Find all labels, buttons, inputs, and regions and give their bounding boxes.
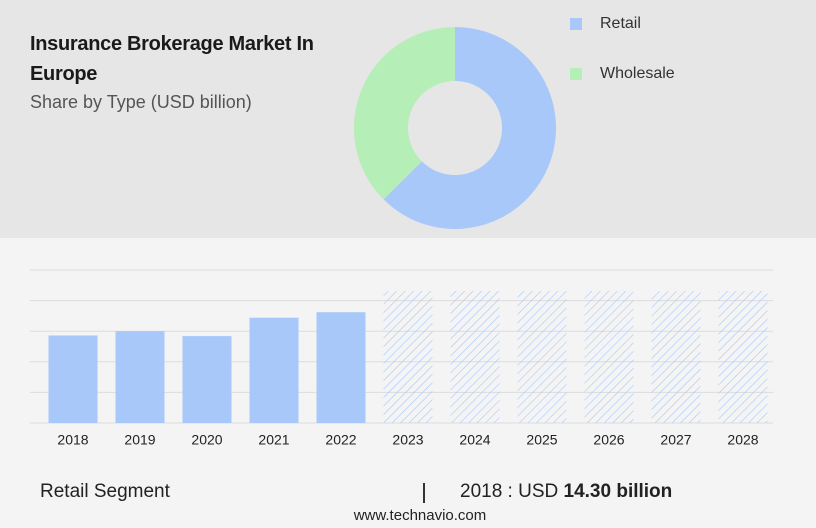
forecast-placeholder	[584, 291, 634, 423]
donut-slice	[383, 27, 556, 229]
x-tick-label: 2025	[526, 432, 557, 448]
bar	[182, 336, 232, 423]
footer-value: 2018 : USD 14.30 billion	[460, 481, 672, 503]
x-tick-label: 2024	[459, 432, 490, 448]
x-tick-label: 2021	[258, 432, 289, 448]
forecast-placeholder	[718, 291, 768, 423]
legend-label: Wholesale	[600, 65, 675, 82]
year-label: 2018 : USD	[460, 481, 559, 502]
x-tick-label: 2028	[727, 432, 758, 448]
donut-slice	[353, 27, 455, 200]
x-tick-label: 2020	[191, 432, 222, 448]
x-tick-label: 2026	[593, 432, 624, 448]
bar	[48, 335, 98, 423]
bar	[249, 317, 299, 423]
value-label: 14.30 billion	[563, 481, 673, 502]
chart-subtitle: Share by Type (USD billion)	[30, 92, 252, 112]
chart-title: Insurance Brokerage Market In Europe	[30, 33, 314, 85]
x-tick-label: 2018	[57, 432, 88, 448]
bar	[115, 331, 165, 423]
forecast-placeholder	[450, 291, 500, 423]
legend-swatch	[570, 68, 582, 80]
x-tick-label: 2023	[392, 432, 423, 448]
forecast-placeholder	[651, 291, 701, 423]
bar	[316, 312, 366, 423]
legend-label: Retail	[600, 15, 641, 32]
x-tick-label: 2019	[124, 432, 155, 448]
forecast-placeholder	[517, 291, 567, 423]
source: www.technavio.com	[353, 507, 487, 524]
segment-label: Retail Segment	[40, 481, 170, 502]
x-tick-label: 2022	[325, 432, 356, 448]
legend-swatch	[570, 18, 582, 30]
forecast-placeholder	[383, 291, 433, 423]
x-tick-label: 2027	[660, 432, 691, 448]
